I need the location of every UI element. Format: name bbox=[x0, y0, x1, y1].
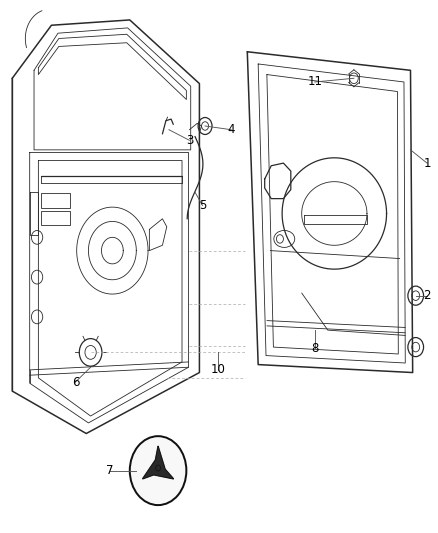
Text: 10: 10 bbox=[211, 364, 226, 376]
Text: 6: 6 bbox=[72, 376, 79, 389]
Text: 1: 1 bbox=[423, 157, 431, 169]
Circle shape bbox=[155, 465, 160, 471]
Text: 5: 5 bbox=[199, 199, 206, 212]
Text: 2: 2 bbox=[423, 289, 431, 302]
Text: 3: 3 bbox=[186, 134, 193, 147]
Polygon shape bbox=[142, 446, 173, 479]
Text: 7: 7 bbox=[106, 464, 114, 477]
Text: 4: 4 bbox=[227, 123, 235, 136]
Bar bbox=[41, 193, 70, 208]
Text: 11: 11 bbox=[307, 76, 322, 88]
Text: 8: 8 bbox=[311, 342, 318, 355]
Bar bbox=[41, 212, 70, 225]
Circle shape bbox=[130, 436, 186, 505]
